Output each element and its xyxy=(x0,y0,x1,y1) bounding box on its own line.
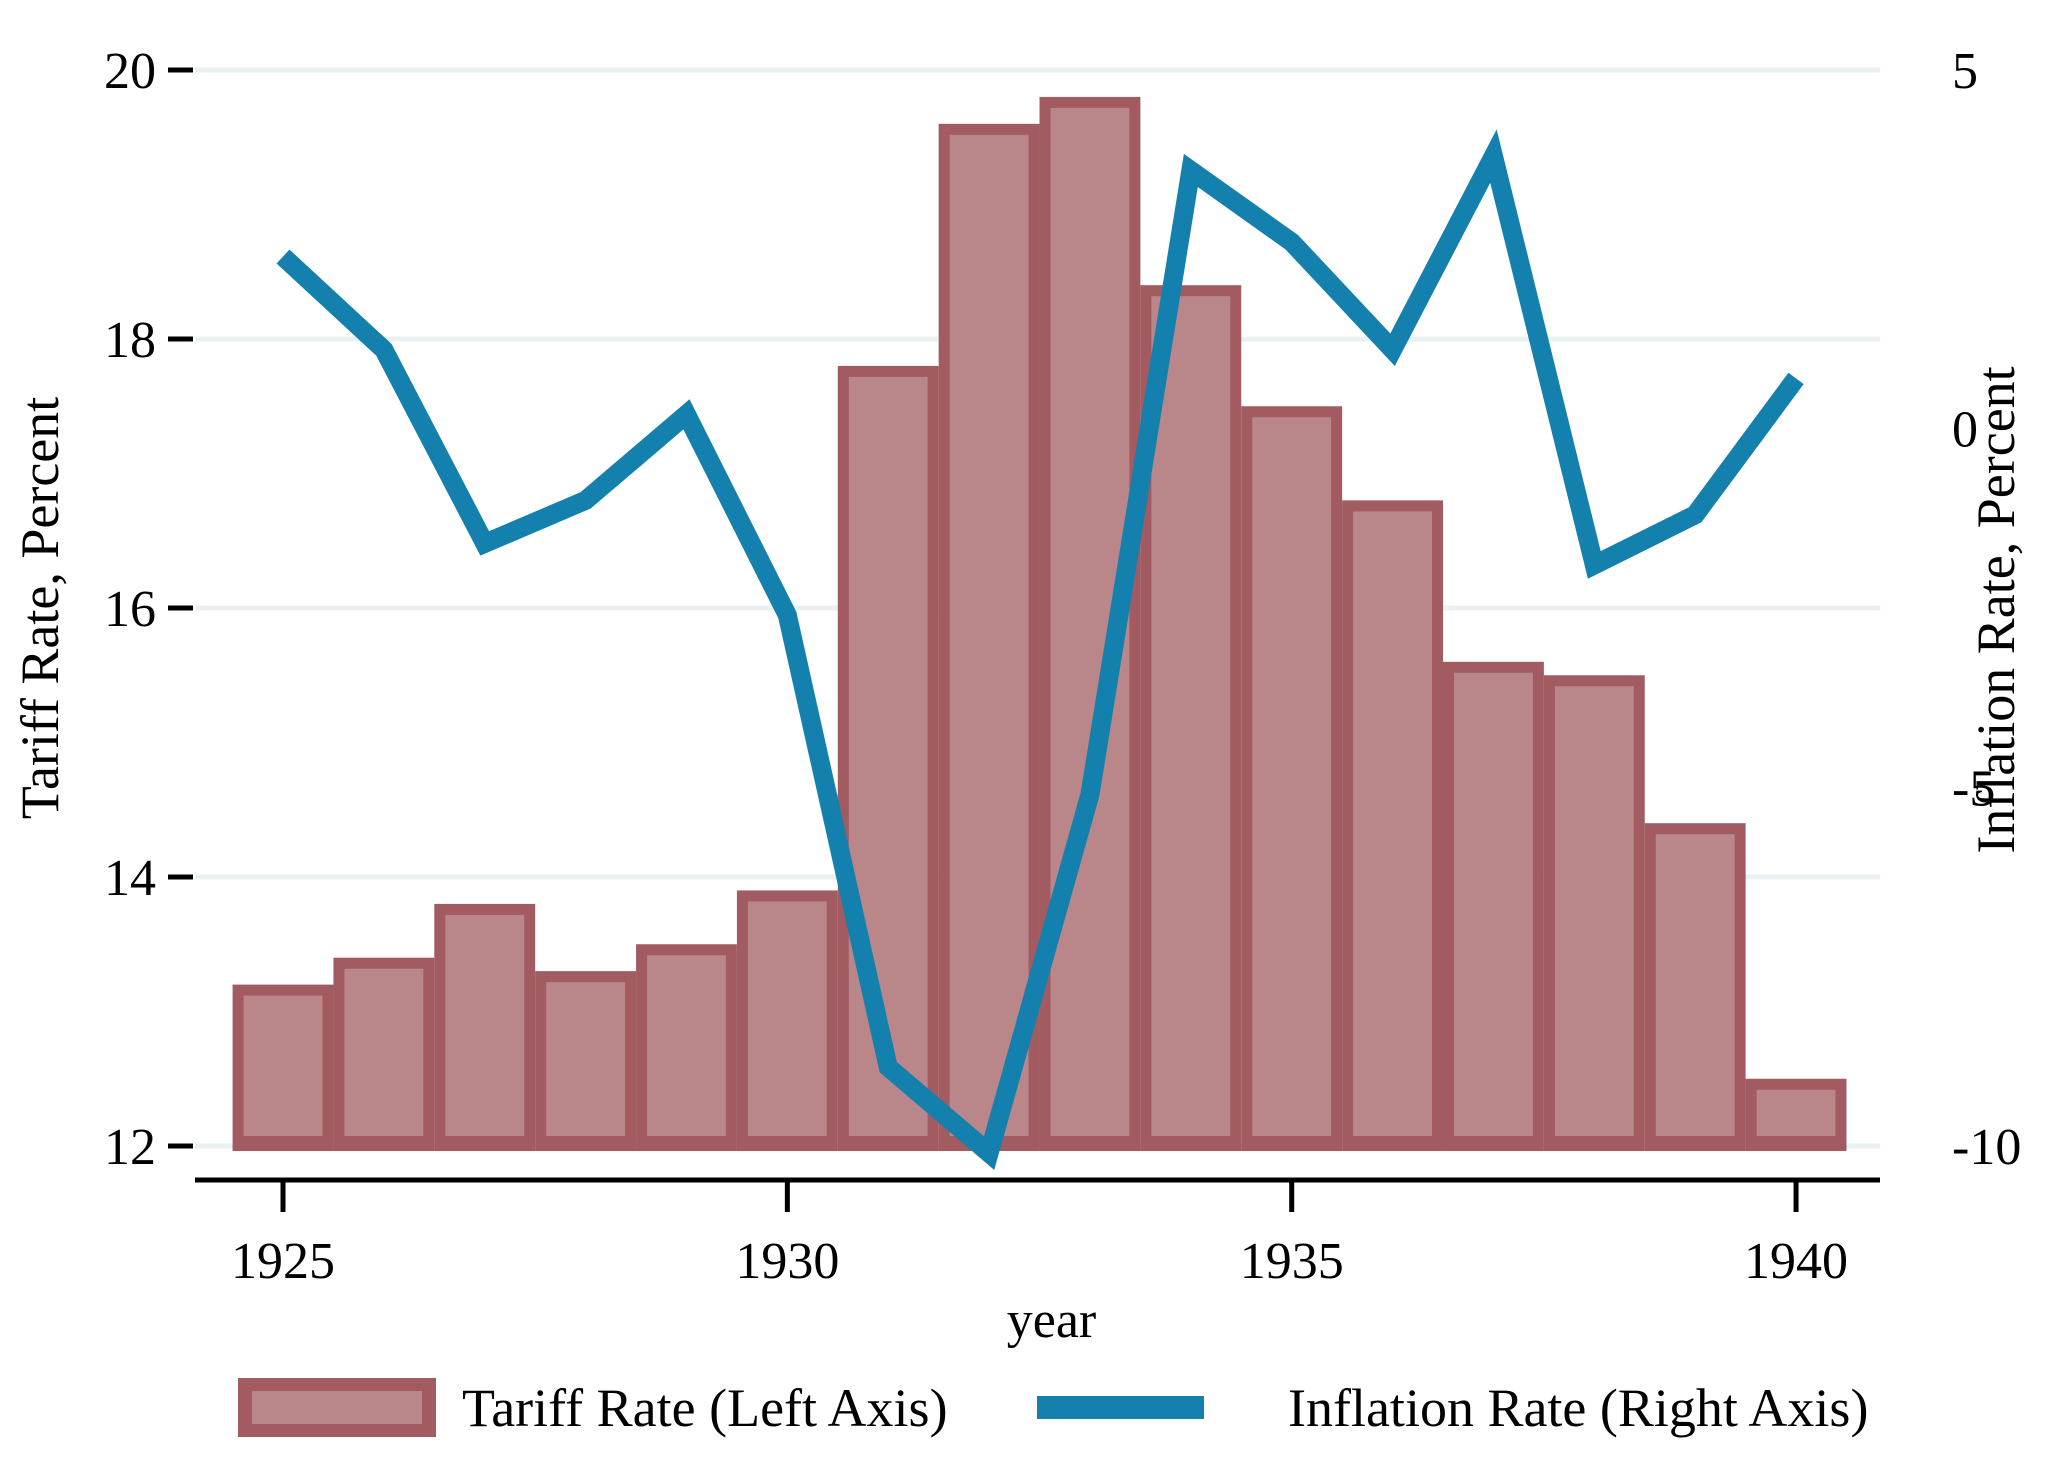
x-axis-tick-label: 1930 xyxy=(735,1233,839,1290)
tariff-bar xyxy=(1655,834,1735,1136)
inflation-line xyxy=(276,129,1804,1170)
tariff-bar xyxy=(344,968,424,1136)
tariff-bar xyxy=(243,995,323,1136)
tariff-bar xyxy=(1252,417,1332,1136)
legend-label-tariff: Tariff Rate (Left Axis) xyxy=(462,1378,948,1438)
tariff-bar xyxy=(1756,1089,1836,1136)
tariff-bar xyxy=(1151,296,1231,1136)
right-axis-tick-label: -5 xyxy=(1952,760,1995,817)
left-axis-tick-label: 18 xyxy=(104,312,156,369)
x-axis-tick-label: 1940 xyxy=(1744,1233,1848,1290)
left-axis-tick-label: 14 xyxy=(104,850,156,907)
tariff-bar xyxy=(848,376,928,1136)
tariff-bar xyxy=(1554,686,1634,1136)
tariff-bar xyxy=(445,914,525,1136)
tariff-bar xyxy=(546,982,626,1136)
left-axis-tick-label: 12 xyxy=(104,1119,156,1176)
x-axis-tick-label: 1925 xyxy=(231,1233,335,1290)
right-axis-tick-label: 5 xyxy=(1952,43,1978,100)
right-axis-tick-label: 0 xyxy=(1952,402,1978,459)
legend-label-inflation: Inflation Rate (Right Axis) xyxy=(1288,1378,1868,1438)
legend-bar-swatch xyxy=(252,1391,422,1424)
tariff-bar xyxy=(647,955,726,1136)
tariff-bar xyxy=(1353,511,1433,1136)
right-axis-title: Inflation Rate, Percent xyxy=(1966,366,2026,853)
tariff-bar xyxy=(747,901,827,1136)
x-axis-tick-label: 1935 xyxy=(1240,1233,1344,1290)
right-axis-tick-label: -10 xyxy=(1952,1119,2021,1176)
left-axis-tick-label: 20 xyxy=(104,43,156,100)
x-axis-title: year xyxy=(1007,1292,1096,1349)
left-axis-tick-label: 16 xyxy=(104,581,156,638)
legend-line-swatch xyxy=(1037,1396,1204,1419)
tariff-bar xyxy=(949,134,1029,1137)
left-axis-title: Tariff Rate, Percent xyxy=(10,397,70,820)
tariff-bar xyxy=(1454,672,1533,1136)
